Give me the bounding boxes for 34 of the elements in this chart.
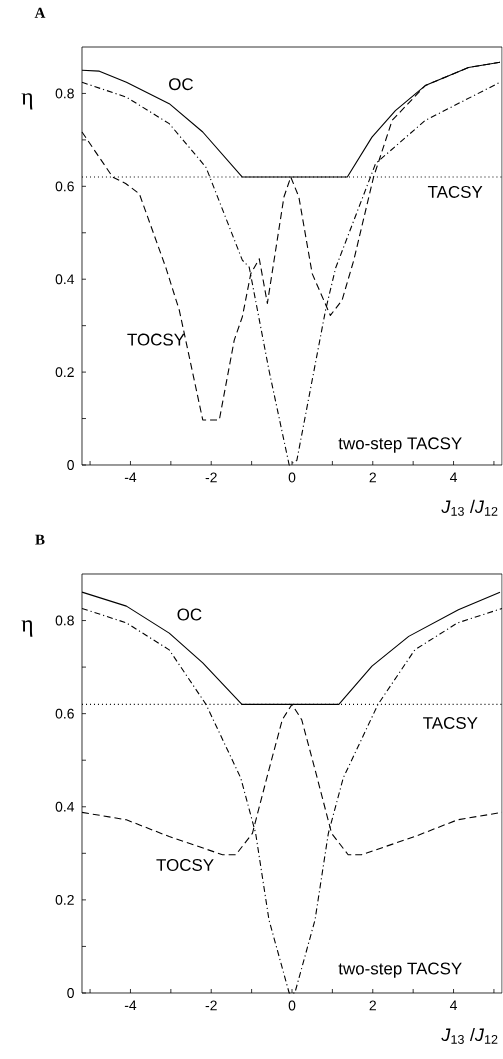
x-tick-label: 4 — [450, 1000, 458, 1011]
series-label: OC — [169, 78, 194, 91]
y-tick-label: 0.8 — [55, 615, 75, 626]
text: two-step TACSY — [338, 437, 463, 453]
x-axis-title: J$_{13}$ /J$_{12}$ — [441, 499, 498, 516]
x-tick-label: 4 — [450, 472, 458, 483]
x-tick-label: -2 — [205, 472, 217, 483]
series-label: TACSY — [423, 716, 478, 729]
x-tick-label: 2 — [369, 472, 377, 483]
x-tick-label: -4 — [125, 472, 137, 483]
y-tick-label: 0.4 — [55, 801, 75, 812]
y-tick-label: 0.8 — [55, 88, 75, 99]
series-label: TACSY — [428, 185, 483, 198]
series-label: OC — [177, 608, 202, 621]
y-axis-title: η — [21, 620, 33, 637]
y-tick-label: 0.6 — [55, 708, 75, 719]
y-tick-label: 0.4 — [55, 274, 75, 285]
series-label: TOCSY — [156, 858, 214, 871]
chart-title: A — [34, 7, 46, 18]
x-tick-label: 0 — [288, 1000, 296, 1011]
y-tick-label: 0.6 — [55, 181, 75, 192]
text: two-step TACSY — [338, 962, 463, 978]
chart-title: B — [35, 534, 45, 545]
y-tick-label: 0.2 — [55, 367, 74, 378]
x-axis-title: J$_{13}$ /J$_{12}$ — [441, 1027, 498, 1044]
series-label: TOCSY — [127, 333, 185, 346]
y-tick-label: 0 — [67, 460, 75, 470]
y-axis-title: η — [21, 93, 33, 110]
x-tick-label: 2 — [369, 1000, 377, 1011]
y-tick-label: 0 — [67, 988, 75, 998]
x-tick-label: -4 — [125, 1000, 137, 1011]
x-tick-label: 0 — [288, 472, 296, 483]
x-tick-label: -2 — [205, 1000, 217, 1011]
y-tick-label: 0.2 — [55, 894, 74, 905]
